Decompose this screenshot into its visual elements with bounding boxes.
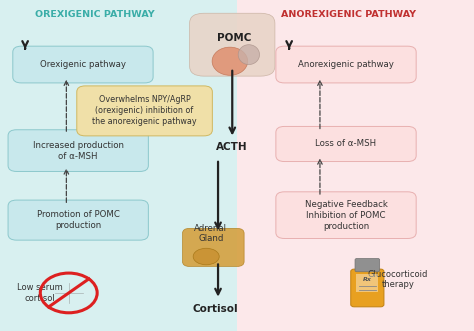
FancyBboxPatch shape: [276, 46, 416, 83]
Text: Orexigenic pathway: Orexigenic pathway: [40, 60, 126, 69]
Text: ACTH: ACTH: [217, 142, 248, 152]
Text: Negative Feedback
Inhibition of POMC
production: Negative Feedback Inhibition of POMC pro…: [305, 200, 387, 231]
Text: Rx: Rx: [363, 277, 372, 282]
Text: POMC: POMC: [218, 33, 252, 43]
Text: Increased production
of α-MSH: Increased production of α-MSH: [33, 141, 124, 161]
Text: Anorexigenic pathway: Anorexigenic pathway: [298, 60, 394, 69]
Text: Promotion of POMC
production: Promotion of POMC production: [37, 210, 119, 230]
FancyBboxPatch shape: [190, 13, 275, 76]
FancyBboxPatch shape: [0, 0, 237, 331]
Ellipse shape: [193, 248, 219, 265]
Text: Loss of α-MSH: Loss of α-MSH: [316, 139, 376, 149]
FancyBboxPatch shape: [356, 274, 378, 292]
FancyBboxPatch shape: [237, 0, 474, 331]
Text: Low serum
cortisol: Low serum cortisol: [18, 283, 63, 303]
Text: Glucocorticoid
therapy: Glucocorticoid therapy: [368, 270, 428, 289]
Ellipse shape: [212, 47, 247, 75]
FancyBboxPatch shape: [8, 200, 148, 240]
Text: Adrenal
Gland: Adrenal Gland: [194, 224, 228, 243]
FancyBboxPatch shape: [13, 46, 153, 83]
FancyBboxPatch shape: [276, 126, 416, 162]
Text: OREXIGENIC PATHWAY: OREXIGENIC PATHWAY: [35, 10, 155, 20]
FancyBboxPatch shape: [8, 130, 148, 171]
Text: Overwhelms NPY/AgRP
(orexigenic) inhibition of
the anorexigenic pathway: Overwhelms NPY/AgRP (orexigenic) inhibit…: [92, 95, 197, 126]
FancyBboxPatch shape: [355, 259, 380, 272]
Ellipse shape: [238, 45, 260, 65]
Text: Cortisol: Cortisol: [193, 305, 238, 314]
FancyBboxPatch shape: [276, 192, 416, 238]
Text: ANOREXIGENIC PATHWAY: ANOREXIGENIC PATHWAY: [281, 10, 416, 20]
FancyBboxPatch shape: [351, 269, 384, 307]
FancyBboxPatch shape: [77, 86, 212, 136]
FancyBboxPatch shape: [182, 228, 244, 266]
